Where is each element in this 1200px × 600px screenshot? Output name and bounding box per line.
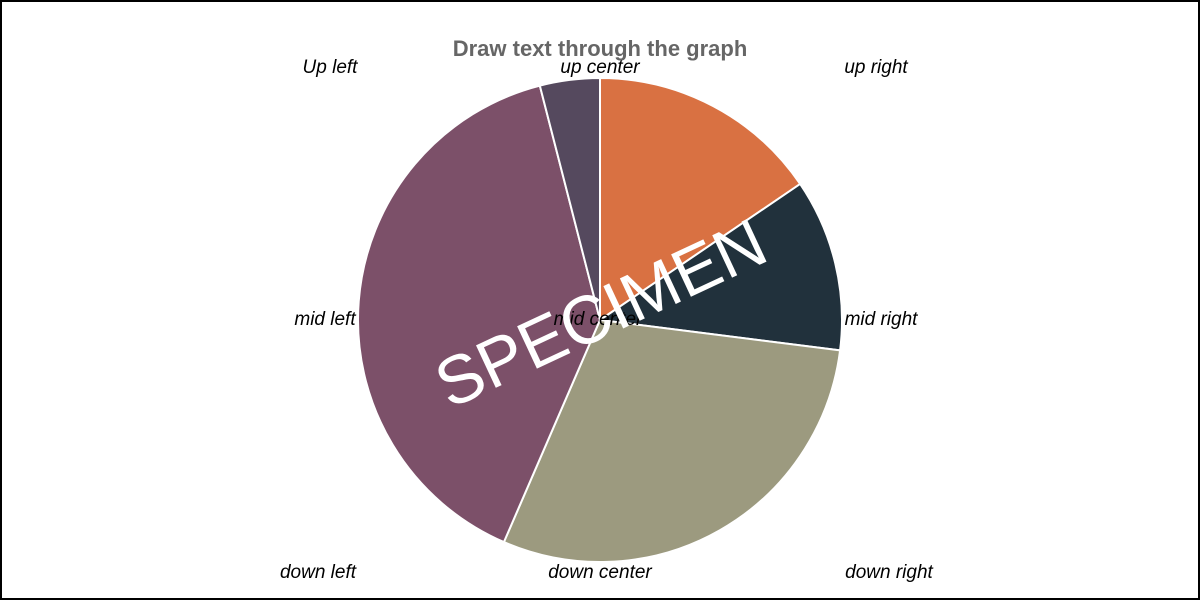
pie-slice-2 bbox=[597, 182, 843, 352]
label-down-right: down right bbox=[845, 562, 933, 583]
pie-slice-3 bbox=[502, 318, 842, 563]
pie-slice-5 bbox=[538, 76, 601, 321]
label-down-center: down center bbox=[548, 562, 652, 583]
label-down-left: down left bbox=[280, 562, 357, 583]
label-up-center: up center bbox=[560, 57, 640, 78]
label-up-right: up right bbox=[844, 57, 908, 78]
label-mid-right: mid right bbox=[845, 309, 919, 330]
pie-slice-4 bbox=[356, 84, 602, 544]
chart-title: Draw text through the graph bbox=[453, 36, 748, 61]
label-up-left: Up left bbox=[303, 57, 359, 78]
label-mid-left: mid left bbox=[294, 309, 356, 330]
label-mid-center: mid center bbox=[554, 309, 643, 330]
pie-slices bbox=[356, 76, 843, 563]
pie-slice-1 bbox=[599, 76, 802, 322]
